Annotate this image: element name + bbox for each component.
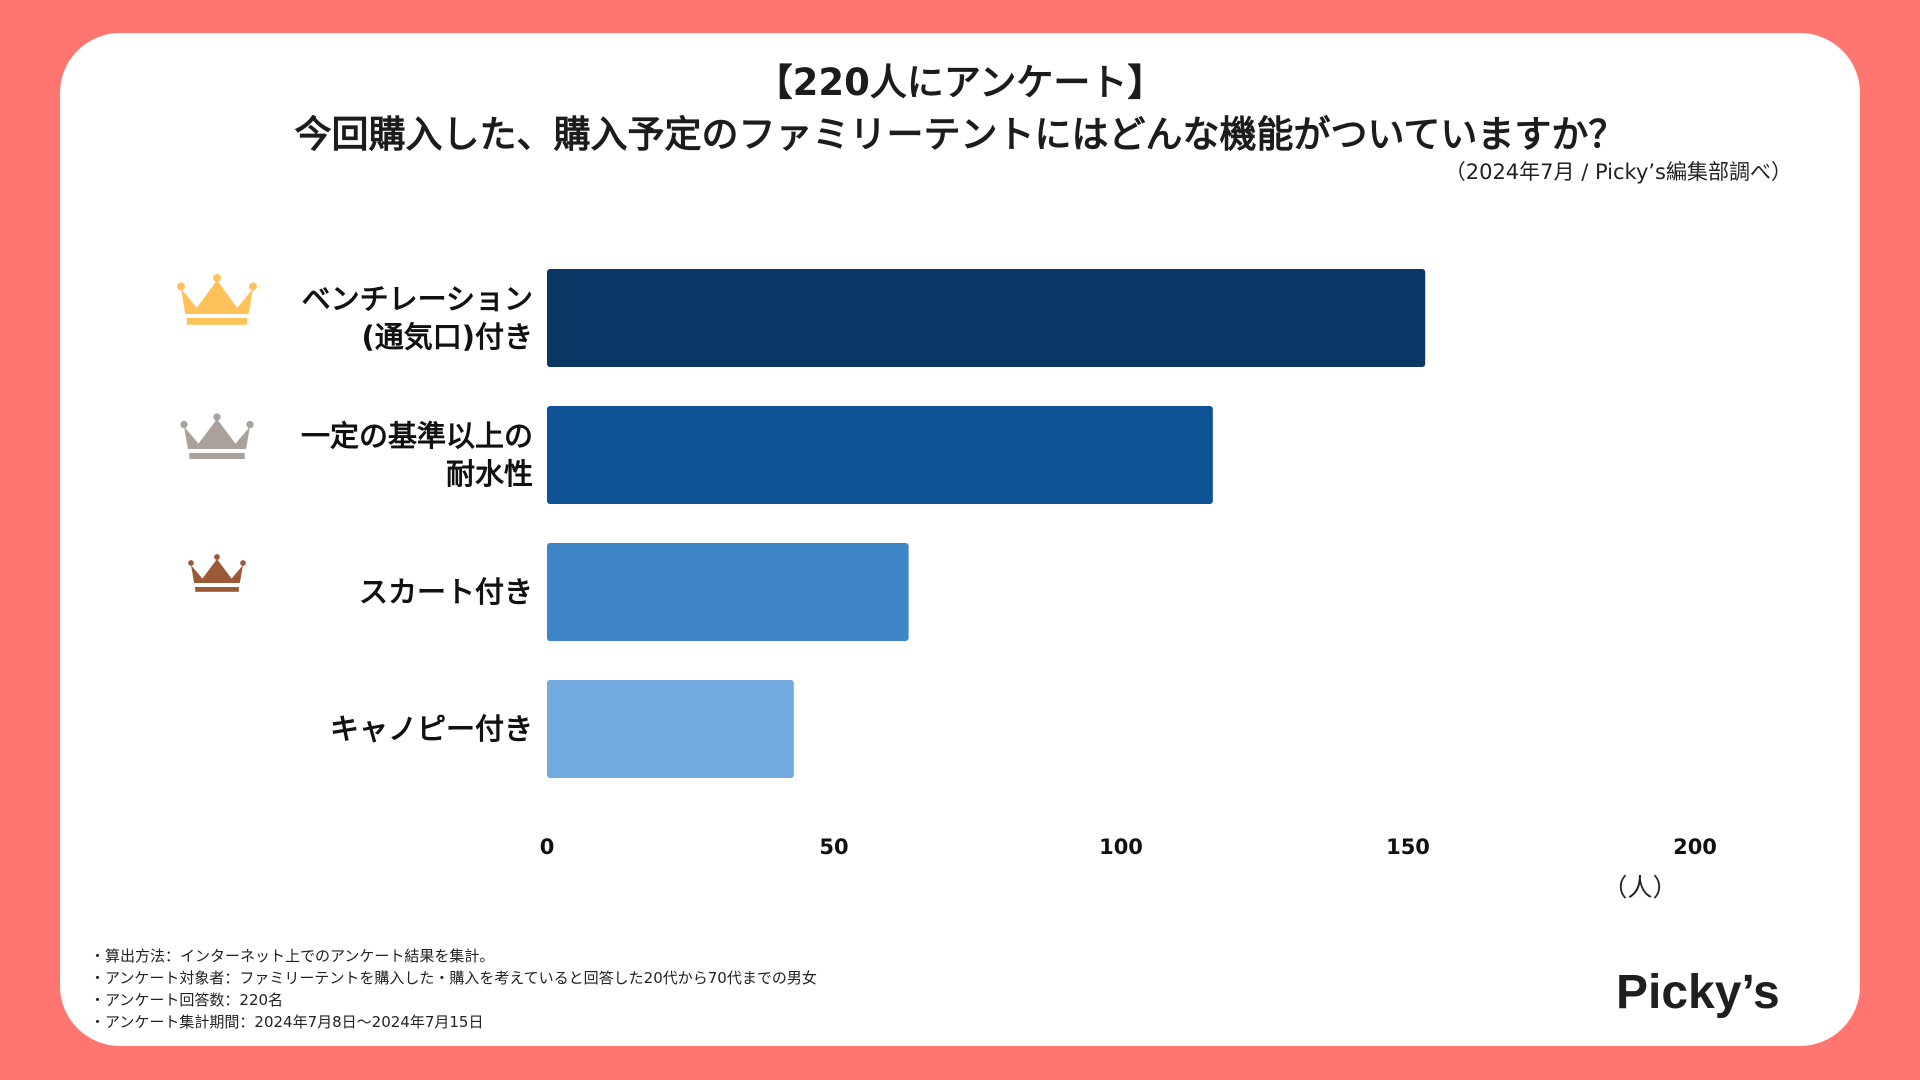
bar-1	[547, 406, 1213, 504]
x-tick-label-1: 50	[819, 835, 849, 859]
bar-0	[547, 269, 1426, 367]
category-label-0: ベンチレーション (通気口)付き	[301, 282, 533, 354]
source-note: （2024年7月 / Picky’s編集部調べ）	[1444, 160, 1792, 184]
x-tick-label-3: 150	[1386, 835, 1430, 859]
chart-title-line2: 今回購入した、購入予定のファミリーテントにはどんな機能がついていますか？	[294, 113, 1626, 156]
footnote-period: ・アンケート集計期間：2024年7月8日〜2024年7月15日	[90, 1013, 484, 1031]
x-tick-label-0: 0	[539, 835, 555, 859]
chart-card	[60, 33, 1860, 1046]
crown-gold-icon	[177, 274, 257, 325]
pickys-logo: Picky’s	[1616, 966, 1780, 1019]
category-label-3: キャノピー付き	[329, 712, 533, 746]
footnote-count: ・アンケート回答数：220名	[90, 991, 284, 1009]
bar-3	[547, 680, 794, 778]
x-tick-label-4: 200	[1673, 835, 1717, 859]
footnote-target: ・アンケート対象者：ファミリーテントを購入した・購入を考えていると回答した20代…	[90, 969, 817, 987]
category-label-2: スカート付き	[358, 575, 533, 609]
crown-bronze-icon	[188, 554, 246, 592]
x-tick-label-2: 100	[1099, 835, 1143, 859]
x-axis-unit: （人）	[1602, 873, 1678, 902]
footnote-method: ・算出方法：インターネット上でのアンケート結果を集計。	[90, 947, 495, 965]
bar-2	[547, 543, 909, 641]
category-label-1: 一定の基準以上の 耐水性	[300, 419, 533, 491]
chart-title-line1: 【220人にアンケート】	[755, 61, 1165, 104]
crown-silver-icon	[180, 413, 254, 459]
footnotes: ・算出方法：インターネット上でのアンケート結果を集計。 ・アンケート対象者：ファ…	[90, 945, 817, 1033]
